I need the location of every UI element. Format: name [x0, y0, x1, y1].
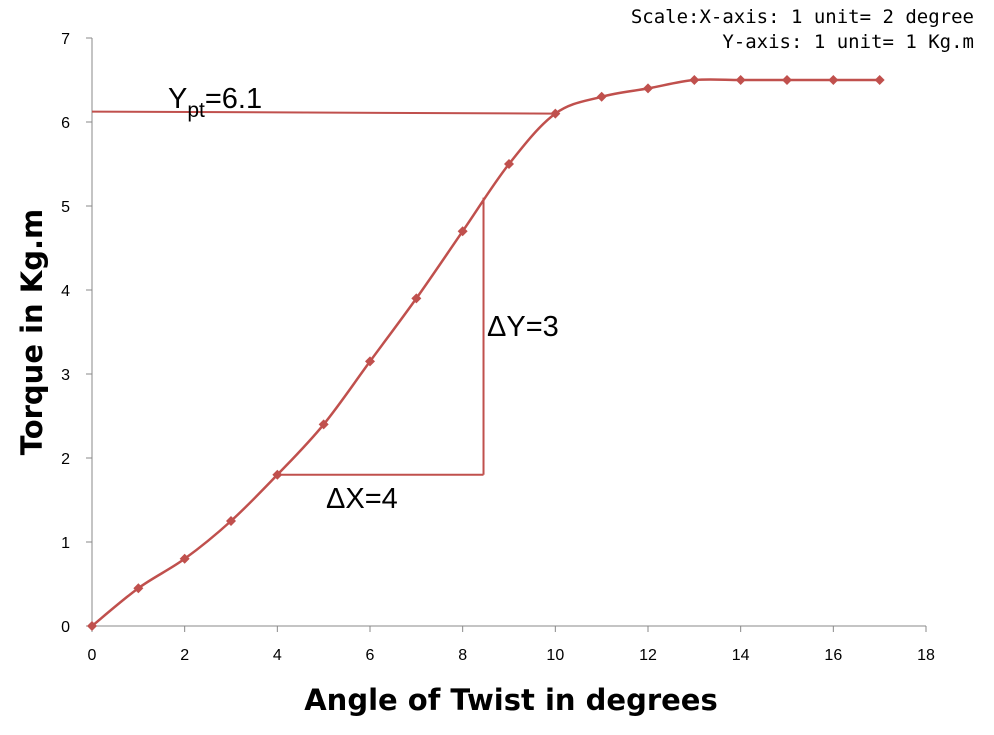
y-tick-label: 0 — [61, 619, 70, 636]
data-point — [782, 75, 792, 85]
scale-note: Scale:X-axis: 1 unit= 2 degree Y-axis: 1… — [631, 5, 974, 55]
axes — [91, 38, 926, 627]
data-point — [550, 108, 561, 119]
scale-note-line2: Y-axis: 1 unit= 1 Kg.m — [722, 31, 974, 53]
ypt-label: Ypt=6.1 — [168, 83, 262, 122]
x-tick-label: 16 — [824, 647, 842, 664]
data-point — [133, 583, 144, 594]
data-point — [874, 75, 885, 85]
delta-y-label: ΔY=3 — [487, 311, 559, 343]
ypt-sub: pt — [187, 99, 205, 122]
data-point — [179, 553, 190, 564]
data-point — [596, 91, 607, 102]
y-tick-label: 1 — [61, 535, 70, 552]
data-point — [643, 83, 653, 94]
x-tick-label: 12 — [639, 647, 657, 664]
yield-point-line — [91, 110, 556, 115]
annotation-lines — [91, 110, 556, 476]
x-tick-label: 6 — [366, 647, 375, 664]
x-tick-label: 0 — [88, 647, 97, 664]
delta-x-label: ΔX=4 — [326, 483, 398, 515]
data-point — [411, 293, 422, 304]
data-point — [87, 621, 97, 631]
data-point — [735, 75, 746, 85]
y-tick-label: 2 — [61, 451, 70, 468]
data-point — [365, 356, 375, 367]
y-tick-label: 7 — [61, 31, 70, 48]
x-axis-title: Angle of Twist in degrees — [304, 683, 718, 717]
x-tick-label: 18 — [917, 647, 935, 664]
y-tick-label: 6 — [61, 115, 70, 132]
ypt-value: =6.1 — [205, 83, 262, 115]
data-point — [828, 75, 839, 85]
data-point — [457, 226, 468, 237]
x-tick-label: 4 — [273, 647, 282, 664]
series-markers — [87, 75, 885, 631]
x-tick-label: 14 — [732, 647, 750, 664]
x-tick-label: 8 — [458, 647, 467, 664]
y-tick-label: 5 — [61, 199, 70, 216]
series-line — [91, 78, 880, 627]
data-point — [504, 159, 514, 169]
y-axis-title: Torque in Kg.m — [15, 209, 49, 455]
scale-note-line1: Scale:X-axis: 1 unit= 2 degree — [630, 6, 974, 28]
y-tick-label: 3 — [61, 367, 70, 384]
y-tick-label: 4 — [61, 283, 70, 300]
data-point — [226, 516, 236, 526]
x-tick-label: 10 — [546, 647, 564, 664]
data-point — [318, 419, 329, 430]
ypt-main: Y — [168, 83, 187, 115]
data-point — [689, 75, 700, 85]
x-tick-label: 2 — [180, 647, 189, 664]
data-point — [272, 469, 283, 480]
